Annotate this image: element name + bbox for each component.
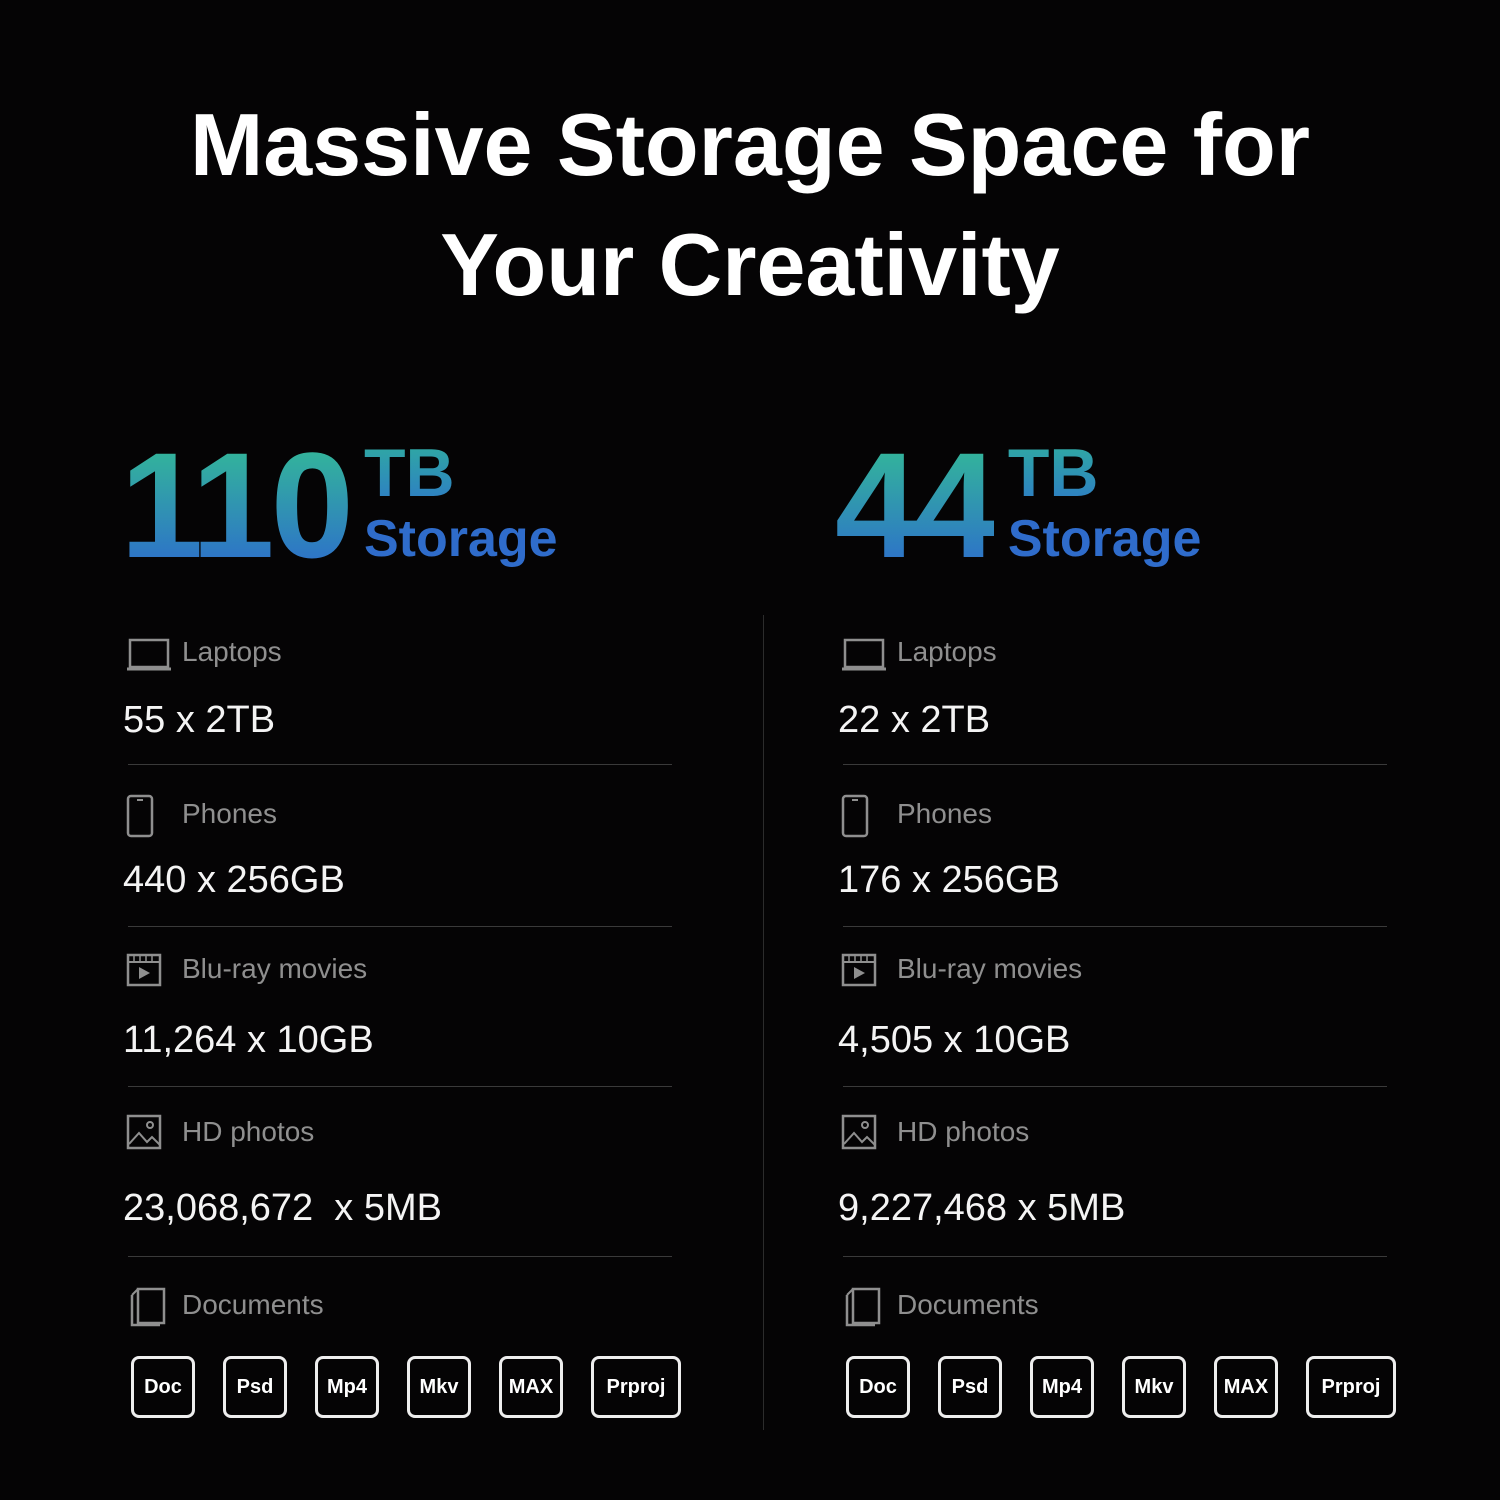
- capacity-unit: TB: [364, 437, 558, 509]
- format-badge-max: MAX: [1214, 1356, 1278, 1418]
- row-separator: [128, 1086, 672, 1087]
- row-separator: [843, 1256, 1387, 1257]
- row-separator: [128, 1256, 672, 1257]
- storage-column-110tb: 110 TB Storage Laptops 55 x 2TB Phones 440 x 2…: [120, 0, 681, 1500]
- capacity-number: 44: [835, 421, 998, 589]
- phone-icon: [841, 794, 869, 843]
- headline-line-2: Your Creativity: [440, 215, 1060, 314]
- documents-label: Documents: [182, 1289, 324, 1320]
- document-icon: [843, 1285, 883, 1332]
- storage-column-44tb: 44 TB Storage Laptops 22 x 2TB Phones 176 x 25…: [835, 0, 1396, 1500]
- capacity-unit: TB: [1008, 437, 1202, 509]
- item-value: 23,068,672 x 5MB: [123, 1187, 442, 1229]
- capacity-heading: 44 TB Storage: [835, 425, 1201, 585]
- film-icon: [841, 953, 877, 992]
- row-separator: [128, 764, 672, 765]
- item-value: 176 x 256GB: [838, 859, 1060, 901]
- item-value: 4,505 x 10GB: [838, 1019, 1071, 1061]
- format-badge-mp4: Mp4: [315, 1356, 379, 1418]
- format-badge-mp4: Mp4: [1030, 1356, 1094, 1418]
- documents-label: Documents: [897, 1289, 1039, 1320]
- laptop-icon: [126, 637, 172, 678]
- format-badge-prproj: Prproj: [1306, 1356, 1396, 1418]
- capacity-caption: TB Storage: [1008, 425, 1202, 569]
- format-badge-psd: Psd: [938, 1356, 1002, 1418]
- row-separator: [843, 764, 1387, 765]
- format-badge-max: MAX: [499, 1356, 563, 1418]
- capacity-caption: TB Storage: [364, 425, 558, 569]
- storage-label: Storage: [364, 510, 558, 568]
- row-separator: [128, 926, 672, 927]
- format-badge-doc: Doc: [131, 1356, 195, 1418]
- document-icon: [128, 1285, 168, 1332]
- row-separator: [843, 1086, 1387, 1087]
- storage-label: Storage: [1007, 510, 1202, 568]
- image-icon: [126, 1114, 162, 1155]
- item-value: 440 x 256GB: [123, 859, 345, 901]
- headline-line-1: Massive Storage Space for: [189, 95, 1311, 194]
- item-value: 22 x 2TB: [838, 699, 991, 741]
- item-label: Laptops: [182, 636, 282, 667]
- format-badge-mkv: Mkv: [407, 1356, 471, 1418]
- column-divider: [763, 615, 764, 1430]
- capacity-heading: 110 TB Storage: [120, 425, 558, 585]
- image-icon: [841, 1114, 877, 1155]
- format-badge-mkv: Mkv: [1122, 1356, 1186, 1418]
- item-label: Phones: [897, 798, 992, 829]
- item-value: 11,264 x 10GB: [123, 1019, 374, 1061]
- item-label: HD photos: [897, 1116, 1030, 1147]
- laptop-icon: [841, 637, 887, 678]
- format-badge-psd: Psd: [223, 1356, 287, 1418]
- item-label: HD photos: [182, 1116, 315, 1147]
- row-separator: [843, 926, 1387, 927]
- item-label: Laptops: [897, 636, 997, 667]
- item-label: Blu-ray movies: [897, 953, 1083, 984]
- format-badges: Doc Psd Mp4 Mkv MAX Prproj: [846, 1356, 1396, 1418]
- headline: Massive Storage Space for Your Creativit…: [0, 85, 1500, 325]
- item-value: 55 x 2TB: [123, 699, 276, 741]
- item-value: 9,227,468 x 5MB: [838, 1187, 1126, 1229]
- capacity-number: 110: [120, 421, 354, 589]
- item-label: Blu-ray movies: [182, 953, 368, 984]
- format-badges: Doc Psd Mp4 Mkv MAX Prproj: [131, 1356, 681, 1418]
- item-label: Phones: [182, 798, 277, 829]
- phone-icon: [126, 794, 154, 843]
- film-icon: [126, 953, 162, 992]
- format-badge-prproj: Prproj: [591, 1356, 681, 1418]
- format-badge-doc: Doc: [846, 1356, 910, 1418]
